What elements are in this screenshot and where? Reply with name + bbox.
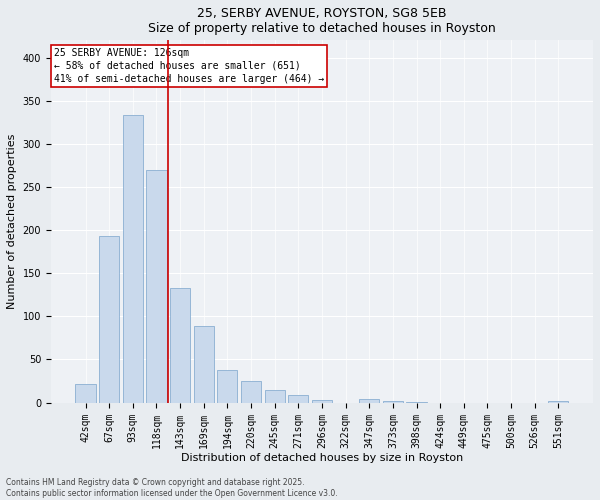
Bar: [548, 401, 568, 402]
Bar: [76, 384, 95, 402]
Bar: [99, 236, 119, 402]
Y-axis label: Number of detached properties: Number of detached properties: [7, 134, 17, 309]
Bar: [241, 381, 261, 402]
Bar: [383, 401, 403, 402]
Text: 25 SERBY AVENUE: 126sqm
← 58% of detached houses are smaller (651)
41% of semi-d: 25 SERBY AVENUE: 126sqm ← 58% of detache…: [53, 48, 324, 84]
Bar: [146, 170, 167, 402]
Bar: [123, 116, 143, 403]
Bar: [170, 288, 190, 403]
Bar: [217, 370, 238, 402]
X-axis label: Distribution of detached houses by size in Royston: Distribution of detached houses by size …: [181, 453, 463, 463]
Title: 25, SERBY AVENUE, ROYSTON, SG8 5EB
Size of property relative to detached houses : 25, SERBY AVENUE, ROYSTON, SG8 5EB Size …: [148, 7, 496, 35]
Bar: [288, 395, 308, 402]
Text: Contains HM Land Registry data © Crown copyright and database right 2025.
Contai: Contains HM Land Registry data © Crown c…: [6, 478, 338, 498]
Bar: [312, 400, 332, 402]
Bar: [359, 399, 379, 402]
Bar: [265, 390, 285, 402]
Bar: [194, 326, 214, 402]
